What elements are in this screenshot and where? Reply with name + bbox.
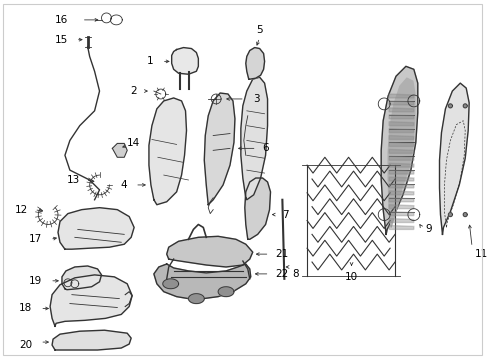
Polygon shape [389,177,414,181]
Text: 7: 7 [282,210,289,220]
Text: 14: 14 [127,139,141,148]
Polygon shape [389,184,414,188]
Polygon shape [389,135,414,139]
Polygon shape [241,77,268,200]
Polygon shape [218,287,234,297]
Text: 10: 10 [345,272,358,282]
Polygon shape [172,48,198,74]
Polygon shape [389,101,414,105]
Text: 22: 22 [275,269,289,279]
Polygon shape [389,108,414,112]
Polygon shape [50,275,132,326]
Text: 18: 18 [19,303,32,314]
Polygon shape [154,264,251,298]
Polygon shape [389,143,414,147]
Polygon shape [389,94,414,98]
Text: 3: 3 [253,94,259,104]
Text: 15: 15 [55,35,68,45]
Polygon shape [246,48,265,79]
Polygon shape [389,122,414,126]
Polygon shape [448,104,452,108]
Text: 11: 11 [475,249,489,259]
Polygon shape [389,156,414,160]
Polygon shape [389,170,414,174]
Polygon shape [389,212,414,216]
Polygon shape [389,129,414,132]
Polygon shape [58,208,134,249]
Polygon shape [388,78,415,228]
Polygon shape [204,93,235,205]
Polygon shape [463,213,467,217]
Polygon shape [440,83,469,234]
Polygon shape [389,205,414,209]
Polygon shape [163,279,178,289]
Text: 1: 1 [147,57,154,66]
Text: 2: 2 [130,86,137,96]
Text: 8: 8 [292,269,299,279]
Polygon shape [389,191,414,195]
Text: 12: 12 [15,204,28,215]
Polygon shape [463,104,467,108]
Polygon shape [448,213,452,217]
Polygon shape [389,115,414,119]
Text: 19: 19 [29,276,42,286]
Polygon shape [167,236,253,267]
Polygon shape [62,266,101,290]
Text: 5: 5 [256,25,263,35]
Text: 21: 21 [275,249,289,259]
Polygon shape [189,294,204,303]
Polygon shape [149,98,187,205]
Text: 17: 17 [29,234,42,244]
Text: 20: 20 [19,340,32,350]
Polygon shape [389,163,414,167]
Text: 16: 16 [55,15,68,25]
Polygon shape [389,149,414,153]
Polygon shape [112,143,127,157]
Text: 4: 4 [121,180,127,190]
Polygon shape [389,198,414,202]
Polygon shape [381,66,418,234]
Polygon shape [245,178,270,239]
Polygon shape [389,225,414,229]
Text: 6: 6 [263,143,269,153]
Polygon shape [52,330,131,350]
Polygon shape [389,219,414,222]
Text: 9: 9 [426,224,432,234]
Text: 13: 13 [67,175,80,185]
